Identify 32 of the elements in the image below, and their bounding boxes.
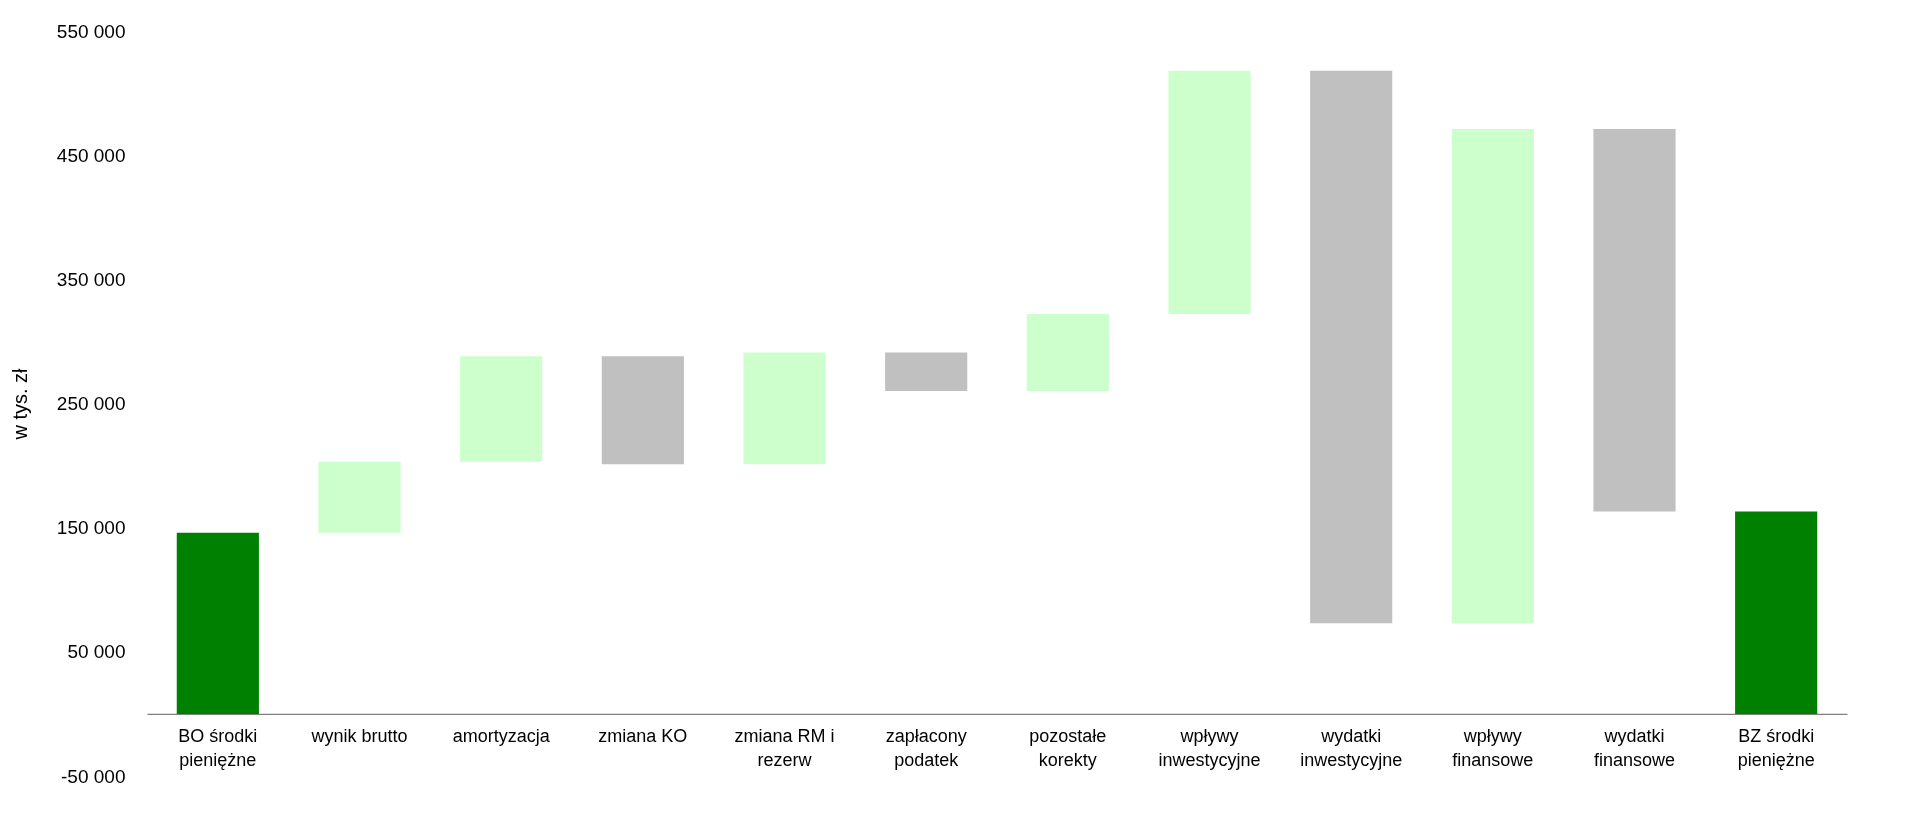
x-tick-label: zmiana KO xyxy=(598,726,688,747)
bar xyxy=(1168,70,1251,315)
bar xyxy=(1735,511,1818,714)
bar xyxy=(176,532,259,714)
bar xyxy=(601,356,684,465)
bar xyxy=(885,352,968,392)
x-tick-label: wynik brutto xyxy=(310,726,408,747)
x-tick-label: BZ środki pieniężne xyxy=(1737,726,1815,771)
x-tick-label: wpływy finansowe xyxy=(1452,726,1534,771)
bar xyxy=(318,461,401,533)
x-tick-label: zapłacony podatek xyxy=(885,726,967,771)
x-tick-label: wydatki finansowe xyxy=(1593,726,1676,771)
y-tick-label: 450 000 xyxy=(56,144,126,166)
y-tick-label: 250 000 xyxy=(56,393,126,414)
bar xyxy=(1026,314,1109,392)
y-tick-label: 50 000 xyxy=(67,641,126,663)
x-tick-label: zmiana RM i rezerw xyxy=(734,726,835,771)
y-tick-label: -50 000 xyxy=(61,765,126,787)
x-tick-label: wydatki inwestycyjne xyxy=(1300,726,1403,771)
y-tick-label: 550 000 xyxy=(56,20,126,42)
bar xyxy=(1593,129,1676,512)
bar xyxy=(1451,129,1534,624)
x-tick-label: BO środki pieniężne xyxy=(178,726,258,771)
y-tick-label: 350 000 xyxy=(56,268,126,290)
bar xyxy=(1310,70,1393,624)
bar xyxy=(460,356,543,462)
y-tick-label: 150 000 xyxy=(56,517,126,539)
x-tick-label: pozostałe korekty xyxy=(1029,726,1107,771)
bar xyxy=(743,352,826,465)
x-tick-label: amortyzacja xyxy=(452,726,551,747)
y-axis-title: w tys. zł xyxy=(8,367,31,441)
x-tick-label: wpływy inwestycyjne xyxy=(1158,726,1261,771)
